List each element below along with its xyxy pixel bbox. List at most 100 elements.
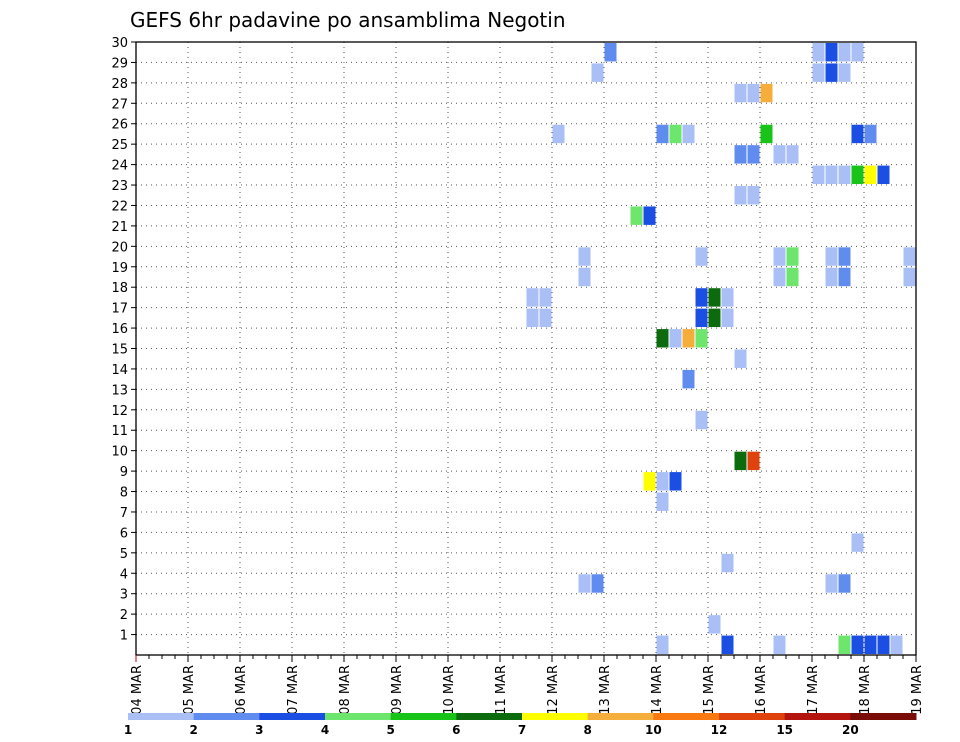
precip-cell — [526, 288, 539, 307]
x-tick-label: 09 MAR — [390, 665, 405, 715]
y-tick-label: 3 — [120, 588, 128, 603]
precip-cell — [708, 615, 721, 634]
precip-cell — [773, 247, 786, 266]
precip-cell — [695, 288, 708, 307]
precip-cell — [656, 492, 669, 511]
chart-title: GEFS 6hr padavine po ansamblima Negotin — [130, 8, 566, 32]
precip-cell — [825, 165, 838, 185]
legend-swatch — [653, 713, 720, 720]
legend-label: 7 — [518, 723, 526, 737]
precip-cell — [669, 124, 682, 144]
precip-cell — [825, 574, 838, 593]
precip-cell — [825, 63, 838, 82]
precip-cell — [708, 308, 721, 328]
legend-label: 20 — [842, 723, 859, 737]
precip-cell — [877, 635, 890, 654]
x-tick-label: 04 MAR — [130, 665, 145, 715]
precip-cell — [669, 472, 682, 491]
y-tick-label: 18 — [111, 281, 128, 296]
precip-cell — [682, 124, 695, 144]
x-tick-label: 18 MAR — [858, 665, 873, 715]
y-axis: 1234567891011121314151617181920212223242… — [111, 36, 136, 644]
precip-cell — [734, 186, 747, 205]
precip-cell — [578, 574, 591, 593]
x-tick-label: 07 MAR — [286, 665, 301, 715]
precip-cell — [851, 533, 864, 552]
precip-cell — [851, 124, 864, 144]
precip-cell — [760, 124, 773, 144]
x-tick-label: 08 MAR — [338, 665, 353, 715]
precip-cell — [591, 574, 604, 593]
precip-cell — [656, 124, 669, 144]
precip-cell — [786, 267, 799, 287]
y-tick-label: 1 — [120, 629, 128, 644]
precip-cell — [812, 43, 825, 62]
precip-cell — [526, 308, 539, 328]
x-tick-label: 15 MAR — [702, 665, 717, 715]
y-tick-label: 24 — [111, 159, 128, 174]
precip-cell — [591, 63, 604, 82]
precip-cell — [539, 288, 552, 307]
precip-cell — [578, 267, 591, 287]
cells-layer — [526, 43, 916, 654]
precip-cell — [773, 145, 786, 164]
legend-label: 6 — [452, 723, 460, 737]
precip-cell — [682, 369, 695, 389]
precip-cell — [747, 145, 760, 164]
x-tick-label: 05 MAR — [182, 665, 197, 715]
precip-cell — [838, 63, 851, 82]
legend-swatch — [259, 713, 326, 720]
precip-cell — [851, 165, 864, 185]
legend-swatch — [456, 713, 523, 720]
precip-cell — [838, 267, 851, 287]
legend-swatch — [850, 713, 917, 720]
y-tick-label: 2 — [120, 608, 128, 623]
precip-cell — [812, 165, 825, 185]
legend-label: 15 — [776, 723, 793, 737]
precip-cell — [747, 83, 760, 103]
y-tick-label: 19 — [111, 261, 128, 276]
y-tick-label: 15 — [111, 343, 128, 358]
y-tick-label: 11 — [111, 424, 128, 439]
legend-label: 5 — [386, 723, 394, 737]
precip-cell — [825, 267, 838, 287]
legend-label: 2 — [189, 723, 197, 737]
precip-cell — [734, 83, 747, 103]
precip-cell — [656, 472, 669, 491]
y-tick-label: 6 — [120, 526, 128, 541]
precip-cell — [669, 329, 682, 348]
y-tick-label: 10 — [111, 445, 128, 460]
precip-cell — [786, 247, 799, 266]
y-tick-label: 22 — [111, 199, 128, 214]
precip-cell — [773, 635, 786, 654]
legend-swatch — [128, 713, 195, 720]
precip-cell — [734, 145, 747, 164]
legend-label: 1 — [124, 723, 132, 737]
precip-cell — [721, 308, 734, 328]
precip-cell — [721, 288, 734, 307]
precip-cell — [903, 267, 916, 287]
precip-cell — [838, 247, 851, 266]
legend-label: 3 — [255, 723, 263, 737]
y-tick-label: 26 — [111, 118, 128, 133]
legend-swatch — [193, 713, 260, 720]
precip-cell — [695, 247, 708, 266]
legend-swatch — [522, 713, 589, 720]
y-tick-label: 7 — [120, 506, 128, 521]
precip-cell — [903, 247, 916, 266]
precip-cell — [656, 635, 669, 654]
precip-cell — [825, 43, 838, 62]
precip-cell — [643, 472, 656, 491]
precip-cell — [838, 635, 851, 654]
legend-label: 12 — [711, 723, 728, 737]
precip-cell — [825, 247, 838, 266]
precip-cell — [708, 288, 721, 307]
x-tick-label: 17 MAR — [806, 665, 821, 715]
y-tick-label: 29 — [111, 56, 128, 71]
precip-cell — [812, 63, 825, 82]
x-tick-label: 16 MAR — [754, 665, 769, 715]
precip-cell — [695, 308, 708, 328]
y-tick-label: 25 — [111, 138, 128, 153]
legend-swatch — [587, 713, 654, 720]
legend-label: 10 — [645, 723, 662, 737]
